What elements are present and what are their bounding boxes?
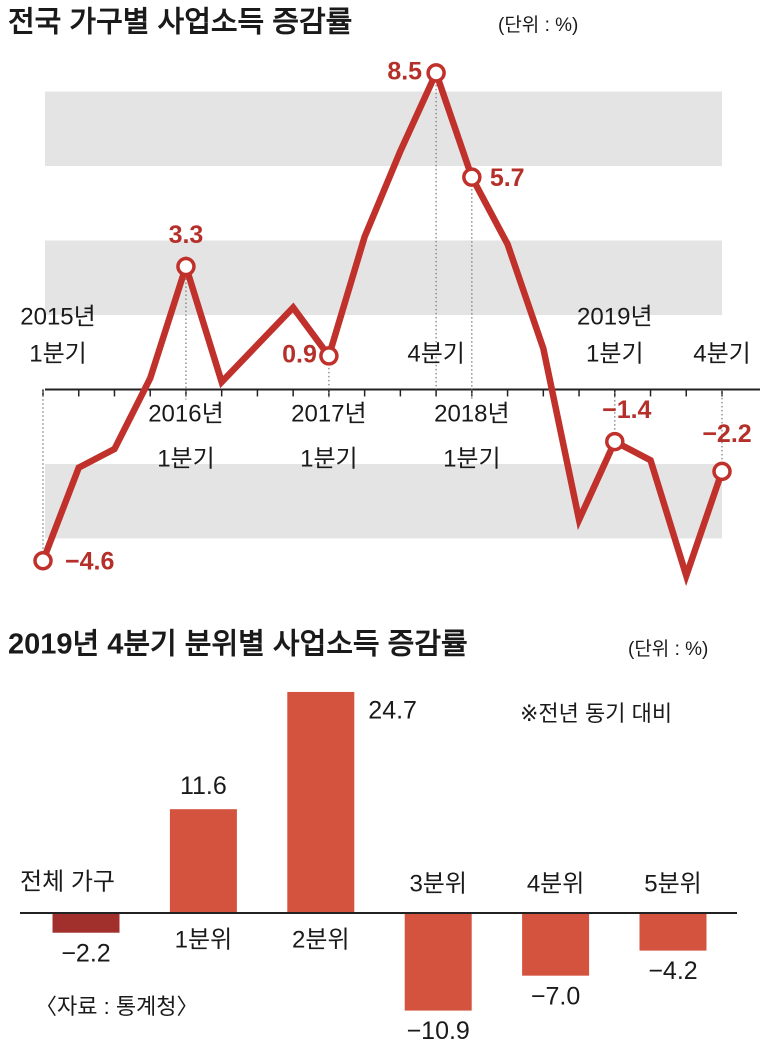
point-marker (33, 551, 53, 571)
bar (522, 913, 590, 976)
x-tick-label: 1분위 (175, 926, 233, 953)
x-tick-label: 4분위 (527, 870, 585, 897)
x-tick-label: 2018년 (434, 400, 509, 427)
x-tick-label: 1분기 (29, 340, 87, 367)
chart-title: 2019년 4분기 분위별 사업소득 증감률 (8, 628, 468, 661)
value-label: 11.6 (180, 772, 227, 800)
grid-band (45, 91, 722, 166)
x-tick-label: 4분기 (693, 340, 751, 367)
x-tick-label: 3분위 (409, 870, 467, 897)
value-label: −1.4 (602, 396, 651, 424)
value-label: 0.9 (282, 341, 317, 369)
x-tick-label: 1분기 (157, 445, 215, 472)
line (39, 64, 726, 587)
value-label: 3.3 (169, 221, 204, 249)
point-marker (605, 431, 625, 452)
point-marker (462, 167, 482, 187)
value-label: −4.2 (648, 957, 697, 985)
value-label: −2.2 (702, 420, 751, 448)
value-label: 24.7 (368, 697, 417, 725)
source: 〈자료 : 통계청〉 (35, 994, 199, 1019)
value-label: −4.6 (65, 547, 114, 575)
point-marker (426, 63, 446, 83)
bar (404, 913, 472, 1011)
value-label: −2.2 (61, 939, 110, 967)
bar (287, 691, 355, 914)
x-tick-label: 2016년 (148, 400, 223, 427)
bar (639, 913, 707, 951)
x-tick-label: 2017년 (291, 400, 366, 427)
value-label: 5.7 (490, 164, 525, 192)
grid-band (45, 463, 722, 539)
grid-band (45, 240, 722, 315)
point-marker (712, 461, 732, 482)
point-marker (319, 346, 339, 366)
note: ※전년 동기 대비 (520, 701, 672, 726)
x-tick-label: 2015년 (20, 303, 95, 330)
x-tick-label: 1분기 (586, 340, 644, 367)
value-label: 8.5 (387, 58, 422, 86)
x-tick-label: 1분기 (300, 445, 358, 472)
value-label: −10.9 (407, 1017, 470, 1045)
value-label: −7.0 (531, 982, 580, 1010)
x-tick-label: 4분기 (407, 340, 465, 367)
point-marker (176, 256, 196, 277)
bar (52, 913, 120, 933)
chart-title: 전국 가구별 사업소득 증감률 (8, 6, 352, 39)
x-tick-label: 1분기 (443, 445, 501, 472)
unit-label: (단위 : %) (628, 638, 708, 660)
x-tick-label: 5분위 (644, 870, 702, 897)
x-tick-label: 2분위 (292, 926, 350, 953)
x-tick-label: 2019년 (577, 303, 652, 330)
bar (169, 809, 237, 914)
x-tick-label: 전체 가구 (20, 868, 115, 895)
unit-label: (단위 : %) (498, 14, 578, 36)
